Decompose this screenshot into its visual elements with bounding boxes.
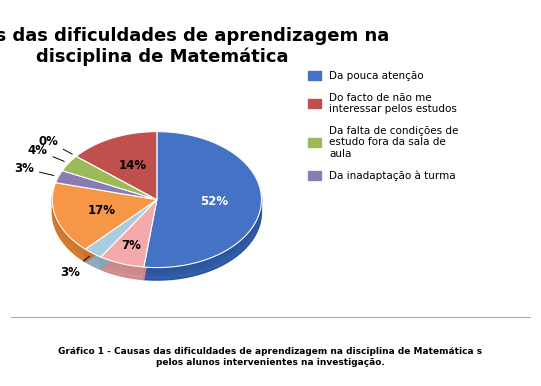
Text: 3%: 3% — [14, 162, 54, 176]
Ellipse shape — [52, 132, 261, 267]
Ellipse shape — [52, 135, 261, 271]
Polygon shape — [52, 195, 85, 262]
Polygon shape — [144, 200, 157, 279]
Ellipse shape — [52, 139, 261, 275]
Text: 3%: 3% — [61, 256, 89, 279]
Text: 7%: 7% — [121, 239, 141, 252]
Polygon shape — [85, 200, 157, 257]
Polygon shape — [76, 156, 157, 200]
Text: 52%: 52% — [200, 195, 228, 208]
Polygon shape — [144, 200, 157, 279]
Polygon shape — [85, 200, 157, 262]
Polygon shape — [85, 200, 157, 262]
Text: 0%: 0% — [38, 135, 72, 154]
Ellipse shape — [52, 136, 261, 273]
Text: Gráfico 1 - Causas das dificuldades de aprendizagem na disciplina de Matemática : Gráfico 1 - Causas das dificuldades de a… — [58, 347, 483, 367]
Polygon shape — [52, 183, 157, 249]
Polygon shape — [144, 197, 261, 280]
Polygon shape — [62, 156, 157, 200]
Polygon shape — [101, 257, 144, 279]
Polygon shape — [85, 249, 101, 269]
Polygon shape — [144, 132, 261, 267]
Ellipse shape — [52, 134, 261, 270]
Text: 17%: 17% — [88, 203, 116, 217]
Ellipse shape — [52, 140, 261, 276]
Legend: Da pouca atenção, Do facto de não me
interessar pelos estudos, Da falta de condi: Da pouca atenção, Do facto de não me int… — [308, 71, 458, 181]
Text: 14%: 14% — [118, 159, 147, 172]
Ellipse shape — [52, 137, 261, 274]
Ellipse shape — [52, 133, 261, 269]
Polygon shape — [101, 200, 157, 269]
Polygon shape — [101, 200, 157, 267]
Polygon shape — [56, 171, 157, 200]
Polygon shape — [76, 132, 157, 200]
Text: Causas das dificuldades de aprendizagem na
disciplina de Matemática: Causas das dificuldades de aprendizagem … — [0, 27, 390, 66]
Polygon shape — [101, 200, 157, 269]
Text: 4%: 4% — [28, 144, 64, 161]
